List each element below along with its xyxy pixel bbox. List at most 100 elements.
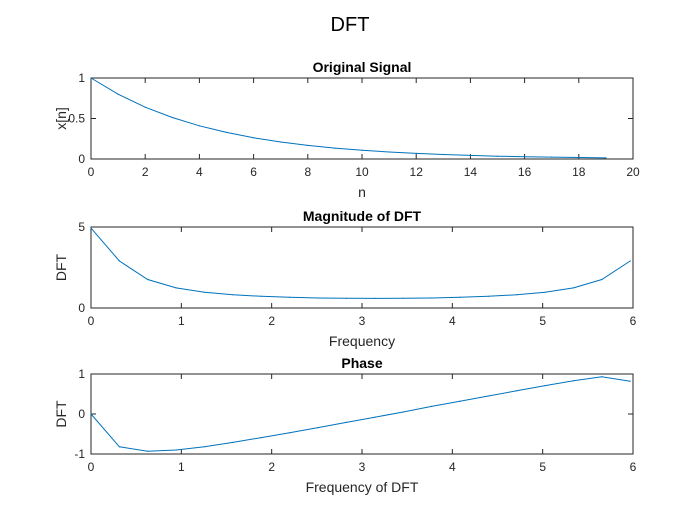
chart-2-axes-box [90,226,634,309]
chart-2-xtick-label: 5 [539,314,546,328]
chart-3-title: Phase [341,355,382,371]
chart-1-data-point [334,147,336,149]
chart-2-xtick-label: 6 [630,314,637,328]
chart-3-data-point [260,437,262,439]
chart-1-ytick-label: 0 [78,152,85,166]
chart-3-data-point [232,441,234,443]
chart-1-axes-box [90,77,634,160]
chart-3-data-point [118,446,120,448]
chart-1-data-point [280,141,282,143]
chart-1-data-point [253,137,255,139]
chart-2-ylabel: DFT [53,253,69,281]
chart-2-data-point [147,278,149,281]
chart-3-data-point [601,376,603,378]
chart-2-data-point [374,297,376,299]
chart-1-data-point [198,125,200,127]
chart-2-xtick-label: 2 [268,314,275,328]
chart-2-ytick-label: 5 [78,220,85,234]
chart-3-axes-box [90,373,634,455]
chart-2-data-point [260,295,262,297]
chart-2-data-point [629,260,631,262]
chart-1-data-point [117,93,119,95]
chart-1-data-point [144,106,146,108]
chart-3-series-line [90,376,631,452]
chart-2-data-point [289,296,291,298]
chart-1-data-point [307,144,309,146]
chart-2-title: Magnitude of DFT [303,208,422,224]
chart-1-xtick-label: 20 [626,165,640,179]
chart-1-ytick-label: 1 [78,71,85,85]
chart-3-xtick-label: 5 [539,460,546,474]
chart-1-data-point [225,131,228,133]
chart-1-data-point [605,157,607,159]
chart-2-xtick-label: 3 [359,314,366,328]
chart-3-data-point [175,449,177,451]
chart-1-data-point [361,149,363,151]
chart-2-xtick-label: 4 [449,314,456,328]
chart-1-xtick-label: 0 [88,165,95,179]
chart-1-xtick-label: 4 [196,165,203,179]
chart-2-xtick-label: 0 [88,314,95,328]
chart-1-xtick-label: 12 [410,165,424,179]
chart-1-xtick-label: 16 [518,165,532,179]
chart-1-data-point [524,156,526,158]
chart-2-data-point [601,278,603,281]
chart-3-data-point [90,413,92,415]
chart-1-data-point [551,156,553,158]
chart-2-data-point [175,287,177,289]
chart-1-xtick-label: 8 [304,165,311,179]
chart-3-data-point [345,421,347,423]
chart-3-ylabel: DFT [53,400,69,428]
chart-2-xlabel: Frequency [329,333,395,349]
chart-2-data-point [572,287,575,289]
chart-1-data-point [388,151,390,153]
chart-2-xtick-label: 1 [178,314,185,328]
chart-2-data-point [345,297,347,299]
chart-2-data-point [431,297,433,299]
chart-2-series-line [90,227,631,299]
chart-1-title: Original Signal [313,59,412,75]
chart-3-xtick-label: 4 [449,460,456,474]
chart-2-data-point [90,227,92,229]
chart-3-xtick-label: 1 [178,460,185,474]
chart-2-data-point [317,297,319,299]
chart-1-xtick-label: 18 [572,165,586,179]
chart-1-ylabel: x[n] [53,107,69,130]
chart-3-data-point [516,390,518,392]
chart-3-xtick-label: 3 [359,460,366,474]
chart-1-data-point [171,116,173,119]
chart-1-data-point [469,154,471,156]
chart-3-data-point [374,416,376,418]
chart-1-ytick-label: 0.5 [68,112,85,126]
chart-3-data-point [317,427,319,429]
chart-1-xlabel: n [358,184,366,200]
chart-3-data-point [572,380,575,382]
chart-3-data-point [544,385,546,387]
chart-2-data-point [544,291,546,293]
chart-3-ytick-label: 1 [78,367,85,381]
chart-1-xtick-label: 6 [250,165,257,179]
chart-2-data-point [203,291,206,293]
chart-3-ytick-label: 0 [78,407,85,421]
chart-2-data-point [118,260,120,262]
chart-3-xtick-label: 6 [630,460,637,474]
chart-3-xtick-label: 2 [268,460,275,474]
chart-1-data-point [442,153,444,156]
chart-2-data-point [487,295,489,297]
chart-3-data-point [629,380,631,382]
chart-1-data-point [496,155,499,157]
chart-1-xtick-label: 14 [464,165,478,179]
chart-1-series-line [90,77,606,159]
chart-2-data-point [459,296,461,298]
chart-1-data-point [90,77,92,79]
chart-1-data-point [415,152,417,154]
chart-3-data-point [431,405,433,407]
chart-3-data-point [147,450,149,452]
chart-3-data-point [203,446,206,448]
chart-1-xtick-label: 10 [355,165,369,179]
chart-2-ytick-label: 0 [78,301,85,315]
chart-3-ytick-label: -1 [74,447,85,461]
chart-3-data-point [289,432,291,434]
chart-2-data-point [232,294,234,296]
